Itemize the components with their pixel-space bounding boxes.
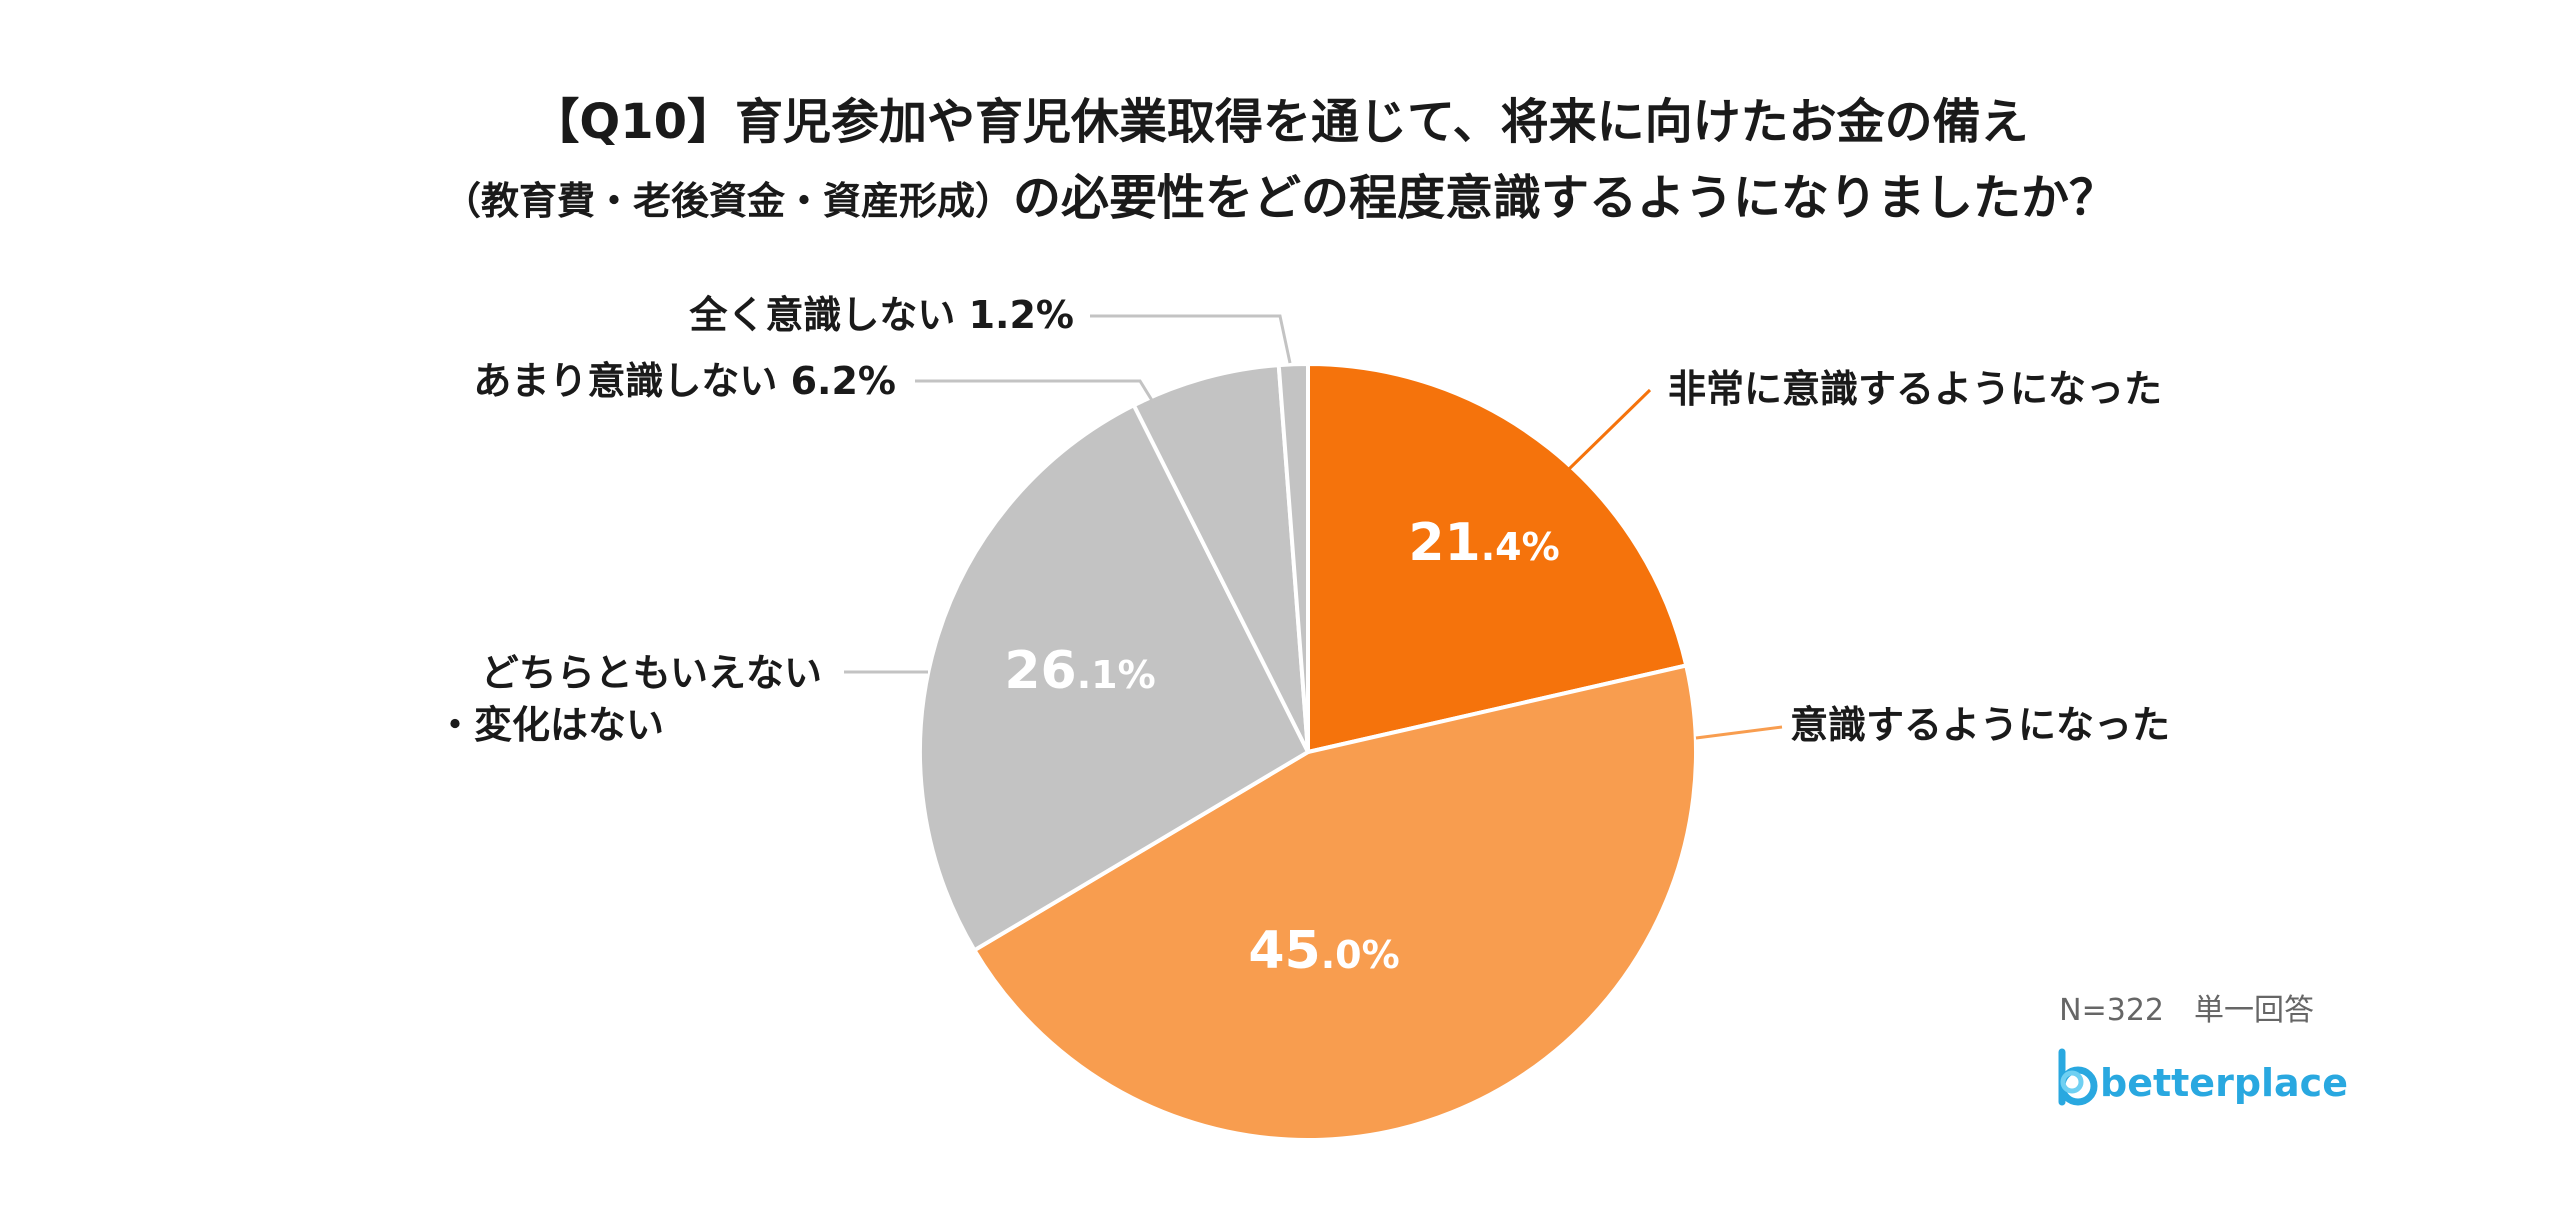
data-label-neutral: 26.1% (1004, 641, 1155, 701)
data-label-conscious: 45.0% (1248, 921, 1399, 981)
chart-title-line1: 【Q10】育児参加や育児休業取得を通じて、将来に向けたお金の備え (531, 94, 2028, 150)
leader-line-very-conscious (1566, 388, 1652, 472)
data-label-int: 26 (1004, 641, 1076, 701)
slice-very-conscious (1306, 362, 1689, 754)
data-label-dec: .4% (1481, 525, 1560, 569)
slice-conscious (972, 663, 1698, 1142)
data-label-int: 45 (1248, 921, 1320, 981)
label-neutral-line2: ・変化はない (436, 703, 664, 747)
chart-title-line2: （教育費・老後資金・資産形成）の必要性をどの程度意識するようになりましたか？ (443, 170, 2117, 226)
data-label-dec: .1% (1077, 653, 1156, 697)
footnote: N=322 単一回答 (2059, 993, 2314, 1028)
data-label-int: 21 (1408, 513, 1480, 573)
slice-not-much (1131, 363, 1310, 754)
chart-title-line2-small: （教育費・老後資金・資産形成） (443, 179, 1013, 223)
logo-text: betterplace (2100, 1061, 2348, 1105)
label-very-conscious: 非常に意識するようになった (1668, 367, 2162, 411)
data-label-very-conscious: 21.4% (1408, 513, 1559, 573)
pie-slices (918, 361, 1698, 1142)
label-conscious: 意識するようになった (1790, 703, 2170, 747)
leader-line-conscious (1695, 725, 1783, 740)
slice-neutral (918, 403, 1310, 953)
label-not-at-all: 全く意識しない 1.2% (688, 293, 1074, 337)
betterplace-logo: betterplace (2058, 1048, 2348, 1106)
data-label-dec: .0% (1321, 933, 1400, 977)
logo-mark-icon (2058, 1048, 2098, 1106)
label-neutral-line1: どちらともいえない (481, 651, 822, 695)
chart-title-line2-main: の必要性をどの程度意識するようになりましたか？ (1013, 170, 2117, 226)
leader-line-not-much (915, 379, 1155, 403)
label-not-much: あまり意識しない 6.2% (473, 359, 896, 403)
leader-line-not-at-all (1090, 314, 1292, 364)
slice-not-at-all (1276, 361, 1310, 754)
